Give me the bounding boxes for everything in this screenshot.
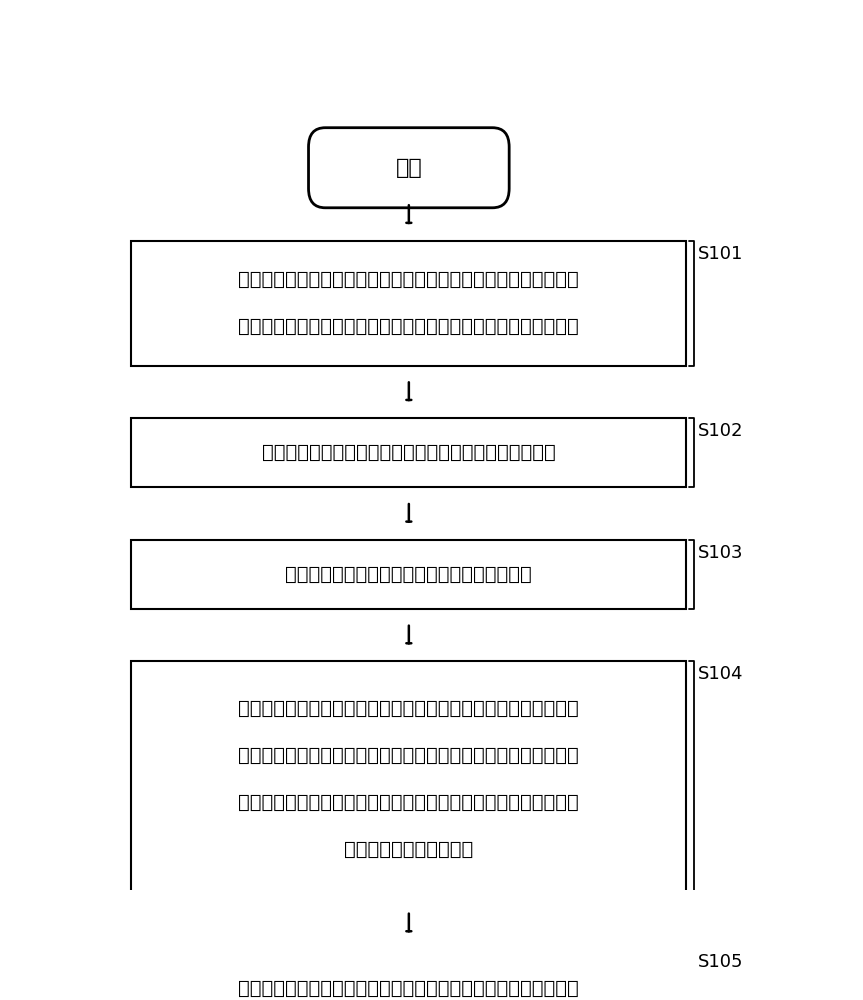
Text: 在所述裸芯片的多个金属端口上形成导电凸起块: 在所述裸芯片的多个金属端口上形成导电凸起块 xyxy=(286,565,532,584)
FancyBboxPatch shape xyxy=(131,241,686,366)
FancyBboxPatch shape xyxy=(131,949,686,1000)
FancyBboxPatch shape xyxy=(309,128,509,208)
Text: S104: S104 xyxy=(698,665,743,683)
FancyBboxPatch shape xyxy=(131,540,686,609)
Text: 提供用于形成压电声波器件的裸芯片，该裸芯片的表面设置有多个: 提供用于形成压电声波器件的裸芯片，该裸芯片的表面设置有多个 xyxy=(238,270,579,289)
Text: 通过倒装工艺将所述裸芯片的导电凸起块与所述基板的第一焊盘进: 通过倒装工艺将所述裸芯片的导电凸起块与所述基板的第一焊盘进 xyxy=(238,979,579,998)
Text: 提供基板，该基板具有第一表面和与该第一表面相对的第二表面，: 提供基板，该基板具有第一表面和与该第一表面相对的第二表面， xyxy=(238,699,579,718)
Text: S102: S102 xyxy=(698,422,743,440)
Text: 所述第一表面上设置有与所述裸芯片的多个金属端口对应的第一焊: 所述第一表面上设置有与所述裸芯片的多个金属端口对应的第一焊 xyxy=(238,746,579,765)
Text: 在所述裸芯片的表面上形成环绕所述有效活动区的密封墙: 在所述裸芯片的表面上形成环绕所述有效活动区的密封墙 xyxy=(262,443,556,462)
Text: 金属端口，该多个金属端口分布在所述裸芯片的有效活动区的外侧: 金属端口，该多个金属端口分布在所述裸芯片的有效活动区的外侧 xyxy=(238,317,579,336)
Text: 盘，所述第二表面上设置有第二焊盘，所述第一焊盘和所述第二焊: 盘，所述第二表面上设置有第二焊盘，所述第一焊盘和所述第二焊 xyxy=(238,793,579,812)
FancyBboxPatch shape xyxy=(131,418,686,487)
FancyBboxPatch shape xyxy=(131,661,686,897)
Text: S103: S103 xyxy=(698,544,743,562)
Text: 开始: 开始 xyxy=(395,158,422,178)
Text: 盘在所述基板内部电连接: 盘在所述基板内部电连接 xyxy=(344,840,474,859)
Text: S105: S105 xyxy=(698,953,743,971)
Text: S101: S101 xyxy=(698,245,743,263)
